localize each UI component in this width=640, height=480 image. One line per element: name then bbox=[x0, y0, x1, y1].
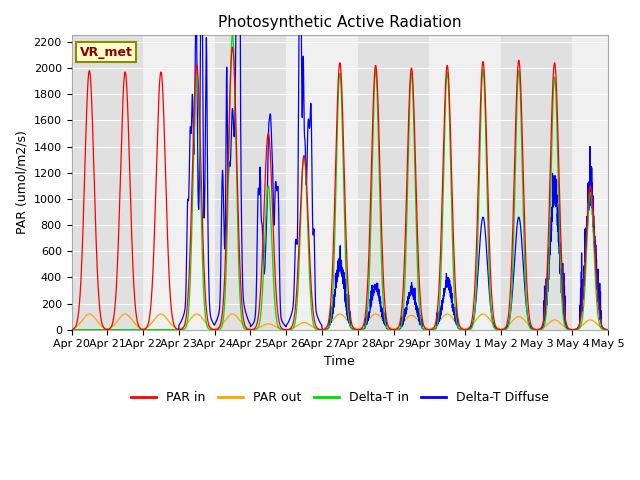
X-axis label: Time: Time bbox=[324, 355, 355, 368]
Bar bbox=[72, 36, 143, 330]
Text: VR_met: VR_met bbox=[79, 46, 132, 59]
Legend: PAR in, PAR out, Delta-T in, Delta-T Diffuse: PAR in, PAR out, Delta-T in, Delta-T Dif… bbox=[126, 386, 554, 409]
Bar bbox=[358, 36, 429, 330]
Bar bbox=[214, 36, 286, 330]
Bar bbox=[572, 36, 608, 330]
Title: Photosynthetic Active Radiation: Photosynthetic Active Radiation bbox=[218, 15, 461, 30]
Bar bbox=[429, 36, 501, 330]
Bar bbox=[501, 36, 572, 330]
Bar bbox=[143, 36, 214, 330]
Y-axis label: PAR (umol/m2/s): PAR (umol/m2/s) bbox=[15, 131, 28, 234]
Bar bbox=[286, 36, 358, 330]
